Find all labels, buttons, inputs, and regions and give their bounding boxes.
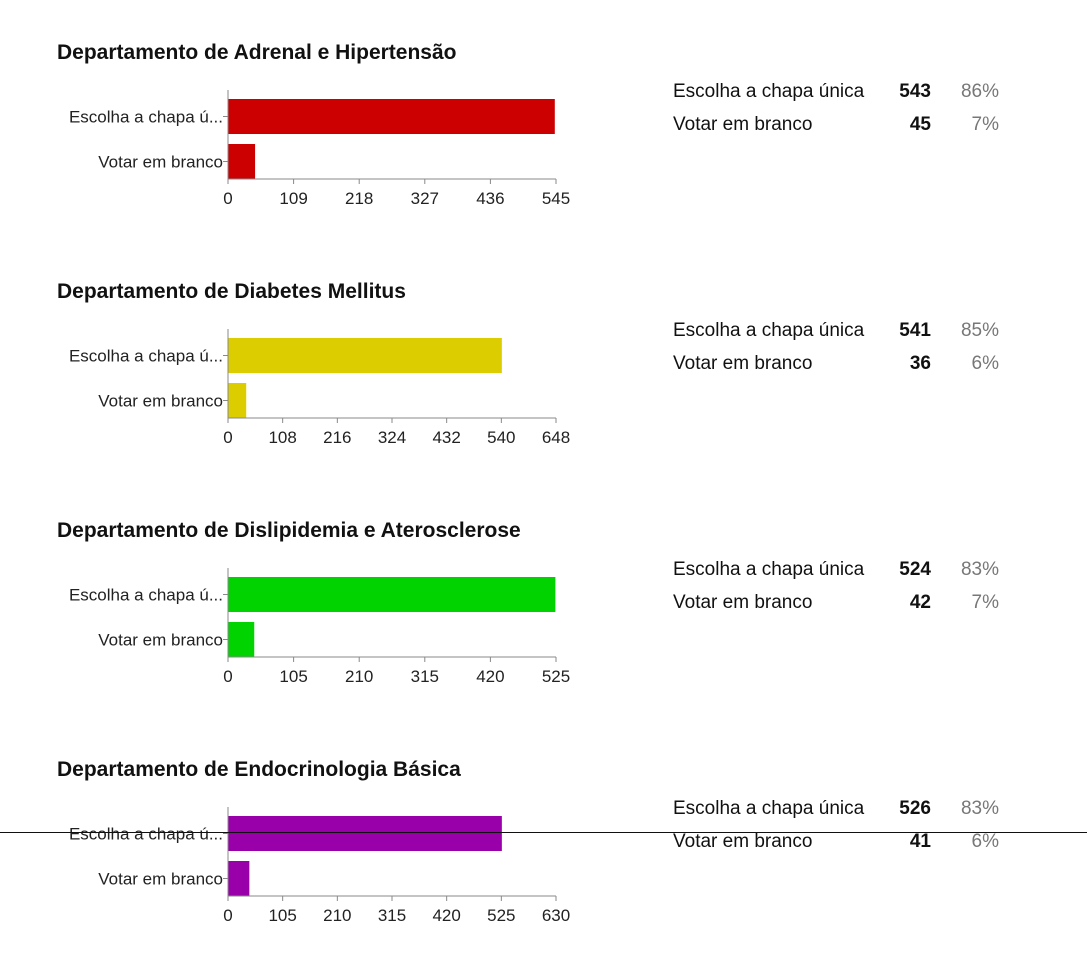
- chart-title: Departamento de Adrenal e Hipertensão: [57, 41, 457, 64]
- x-tick-label: 105: [268, 906, 296, 925]
- bar-1: [228, 861, 250, 896]
- x-tick-label: 105: [279, 667, 307, 686]
- summary-table-endocrinologia: Escolha a chapa única 526 83% Votar em b…: [673, 798, 1013, 864]
- summary-table-dislipidemia: Escolha a chapa única 524 83% Votar em b…: [673, 559, 1013, 625]
- x-tick-label: 420: [476, 667, 504, 686]
- summary-count: 36: [909, 353, 931, 374]
- bar-0: [228, 577, 556, 612]
- bar-1: [228, 144, 256, 179]
- x-tick-label: 630: [542, 906, 570, 925]
- bar-0: [228, 99, 555, 134]
- summary-row-chapa: Escolha a chapa única 524 83%: [673, 559, 1013, 592]
- x-tick-label: 216: [323, 428, 351, 447]
- summary-label: Escolha a chapa única: [673, 559, 865, 580]
- chart-section-endocrinologia: Departamento de Endocrinologia Básica Es…: [0, 717, 1087, 956]
- summary-row-branco: Votar em branco 42 7%: [673, 592, 1013, 625]
- x-tick-label: 210: [323, 906, 351, 925]
- x-tick-label: 0: [223, 428, 232, 447]
- category-label: Escolha a chapa ú...: [69, 347, 223, 366]
- category-label: Escolha a chapa ú...: [69, 586, 223, 605]
- x-tick-label: 436: [476, 189, 504, 208]
- summary-label: Votar em branco: [673, 114, 813, 135]
- summary-count: 524: [899, 559, 931, 580]
- summary-count: 45: [909, 114, 931, 135]
- category-label: Votar em branco: [98, 870, 223, 889]
- summary-count: 543: [899, 81, 931, 102]
- x-tick-label: 324: [378, 428, 406, 447]
- summary-percent: 86%: [960, 81, 999, 102]
- x-tick-label: 0: [223, 906, 232, 925]
- x-tick-label: 218: [345, 189, 373, 208]
- chart-title: Departamento de Endocrinologia Básica: [57, 758, 461, 781]
- category-label: Escolha a chapa ú...: [69, 108, 223, 127]
- x-tick-label: 109: [279, 189, 307, 208]
- summary-label: Votar em branco: [673, 353, 813, 374]
- x-tick-label: 315: [378, 906, 406, 925]
- summary-row-chapa: Escolha a chapa única 543 86%: [673, 81, 1013, 114]
- summary-percent: 7%: [971, 114, 999, 135]
- x-tick-label: 327: [411, 189, 439, 208]
- chart-title: Departamento de Dislipidemia e Ateroscle…: [57, 519, 521, 542]
- summary-percent: 6%: [971, 353, 999, 374]
- x-tick-label: 108: [268, 428, 296, 447]
- x-tick-label: 648: [542, 428, 570, 447]
- category-label: Votar em branco: [98, 631, 223, 650]
- x-tick-label: 525: [542, 667, 570, 686]
- summary-label: Votar em branco: [673, 592, 813, 613]
- summary-count: 42: [909, 592, 931, 613]
- summary-label: Escolha a chapa única: [673, 798, 865, 819]
- x-tick-label: 420: [432, 906, 460, 925]
- summary-table-adrenal: Escolha a chapa única 543 86% Votar em b…: [673, 81, 1013, 147]
- summary-row-branco: Votar em branco 45 7%: [673, 114, 1013, 147]
- summary-percent: 7%: [971, 592, 999, 613]
- horizontal-rule: [0, 832, 1087, 833]
- summary-count: 526: [899, 798, 931, 819]
- summary-row-chapa: Escolha a chapa única 541 85%: [673, 320, 1013, 353]
- bar-1: [228, 622, 255, 657]
- summary-count: 541: [899, 320, 931, 341]
- bar-1: [228, 383, 247, 418]
- bar-0: [228, 338, 502, 373]
- category-label: Votar em branco: [98, 392, 223, 411]
- x-tick-label: 525: [487, 906, 515, 925]
- chart-section-diabetes: Departamento de Diabetes Mellitus Escolh…: [0, 239, 1087, 478]
- summary-table-diabetes: Escolha a chapa única 541 85% Votar em b…: [673, 320, 1013, 386]
- category-label: Votar em branco: [98, 153, 223, 172]
- summary-count: 41: [909, 831, 931, 852]
- summary-label: Escolha a chapa única: [673, 320, 865, 341]
- x-tick-label: 0: [223, 189, 232, 208]
- chart-title: Departamento de Diabetes Mellitus: [57, 280, 406, 303]
- category-label: Escolha a chapa ú...: [69, 825, 223, 844]
- x-tick-label: 432: [432, 428, 460, 447]
- summary-row-branco: Votar em branco 36 6%: [673, 353, 1013, 386]
- x-tick-label: 545: [542, 189, 570, 208]
- summary-row-chapa: Escolha a chapa única 526 83%: [673, 798, 1013, 831]
- summary-label: Escolha a chapa única: [673, 81, 865, 102]
- chart-section-adrenal: Departamento de Adrenal e Hipertensão Es…: [0, 0, 1087, 239]
- chart-section-dislipidemia: Departamento de Dislipidemia e Ateroscle…: [0, 478, 1087, 717]
- summary-percent: 83%: [960, 559, 999, 580]
- summary-row-branco: Votar em branco 41 6%: [673, 831, 1013, 864]
- x-tick-label: 540: [487, 428, 515, 447]
- summary-percent: 83%: [960, 798, 999, 819]
- x-tick-label: 210: [345, 667, 373, 686]
- bar-0: [228, 816, 502, 851]
- x-tick-label: 315: [411, 667, 439, 686]
- summary-percent: 6%: [971, 831, 999, 852]
- summary-label: Votar em branco: [673, 831, 813, 852]
- x-tick-label: 0: [223, 667, 232, 686]
- summary-percent: 85%: [960, 320, 999, 341]
